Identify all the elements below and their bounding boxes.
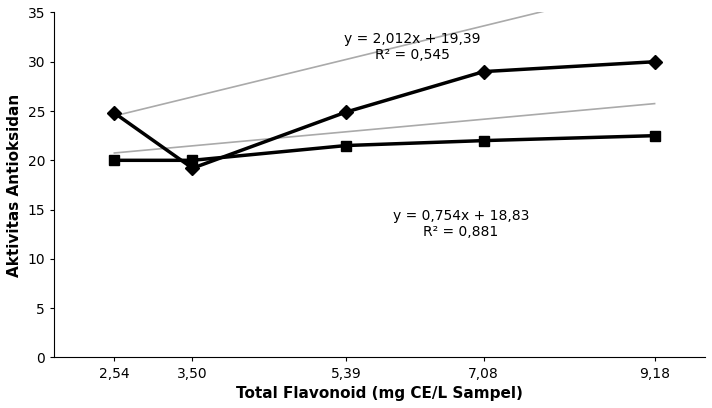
Text: y = 2,012x + 19,39
R² = 0,545: y = 2,012x + 19,39 R² = 0,545 <box>344 32 481 62</box>
X-axis label: Total Flavonoid (mg CE/L Sampel): Total Flavonoid (mg CE/L Sampel) <box>236 386 523 401</box>
Text: y = 0,754x + 18,83
R² = 0,881: y = 0,754x + 18,83 R² = 0,881 <box>393 209 529 239</box>
Y-axis label: Aktivitas Antioksidan: Aktivitas Antioksidan <box>7 93 22 277</box>
